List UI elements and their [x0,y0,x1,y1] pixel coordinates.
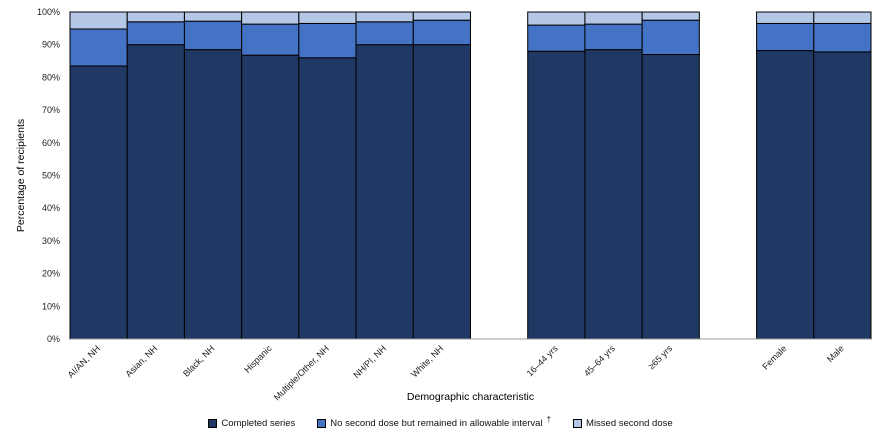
bar-segment-10-series-1 [584,49,643,340]
y-tick-labels: 0% 10% 20% 30% 40% 50% 60% 70% 80% 90% 100% [37,7,60,344]
legend-swatch-no-second-dose [317,419,327,428]
legend-swatch-completed [208,419,218,428]
legend-label-completed: Completed series [221,418,296,429]
x-tick-label: AI/AN, NH [66,343,102,379]
bars-group [69,11,872,340]
y-tick-label: 60% [42,138,60,148]
legend-label-no-second-dose: No second dose but remained in allowable… [330,418,543,429]
bar-segment-2-series-3 [126,11,185,23]
x-tick-label: Hispanic [242,343,274,375]
x-tick-label: ≥65 yrs [646,343,674,371]
y-tick-label: 50% [42,171,60,181]
y-tick-label: 40% [42,203,60,213]
y-tick-label: 10% [42,301,60,311]
bar-segment-3-series-2 [183,20,243,51]
bar-segment-5-series-1 [298,57,357,340]
bar-segment-4-series-2 [241,23,300,56]
x-tick-label: Male [825,343,846,364]
bar-segment-1-series-2 [69,28,128,67]
bar-segment-1-series-3 [69,11,128,30]
bar-segment-11-series-2 [641,19,700,56]
y-axis-title: Percentage of recipients [15,119,27,232]
bar-segment-7-series-3 [412,11,472,21]
bar-segment-6-series-1 [355,44,414,340]
legend-item-missed: Missed second dose [573,418,673,429]
legend-dagger-footnote: † [546,415,552,424]
y-tick-label: 70% [42,105,60,115]
y-tick-label: 100% [37,7,60,17]
legend-item-no-second-dose: No second dose but remained in allowable… [317,415,552,429]
y-tick-label: 20% [42,269,60,279]
y-tick-label: 80% [42,72,60,82]
bar-segment-2-series-1 [126,44,185,340]
y-tick-label: 90% [42,40,60,50]
bar-segment-6-series-2 [355,21,414,46]
legend-label-missed: Missed second dose [586,418,673,429]
legend-item-completed: Completed series [208,418,295,429]
legend-swatch-missed [573,419,583,428]
bar-segment-1-series-1 [69,65,128,340]
bar-segment-6-series-3 [355,11,414,23]
bar-segment-4-series-1 [241,54,300,340]
bar-segment-7-series-2 [412,19,472,46]
bar-segment-14-series-2 [813,22,872,53]
bar-segment-13-series-3 [756,11,815,24]
bar-segment-5-series-3 [298,11,357,24]
bar-segment-14-series-1 [813,51,872,340]
bar-segment-10-series-2 [584,23,643,51]
x-tick-label: Female [760,343,788,371]
x-tick-label: Asian, NH [124,343,160,379]
x-tick-label: NH/PI, NH [351,343,388,380]
y-tick-label: 30% [42,236,60,246]
bar-segment-11-series-1 [641,54,700,340]
x-axis-title: Demographic characteristic [407,391,534,403]
bar-segment-10-series-3 [584,11,643,25]
x-tick-label: White, NH [409,343,445,379]
bar-segment-3-series-3 [183,11,243,22]
x-tick-label: 16–44 yrs [525,343,560,378]
bar-segment-9-series-2 [527,24,586,52]
bar-segment-7-series-1 [412,44,472,340]
x-tick-label: Black, NH [181,343,216,378]
bar-segment-11-series-3 [641,11,700,21]
bar-segment-2-series-2 [126,21,185,46]
bar-segment-13-series-2 [756,22,815,52]
legend: Completed series No second dose but rema… [0,415,881,429]
bar-segment-5-series-2 [298,22,357,59]
bar-segment-4-series-3 [241,11,300,25]
bar-segment-3-series-1 [183,49,243,340]
x-tick-label: 45–64 yrs [582,343,617,378]
bar-segment-9-series-3 [527,11,586,26]
y-tick-label: 0% [47,334,60,344]
x-tick-label: Multiple/Other, NH [272,343,331,402]
bar-segment-14-series-3 [813,11,872,24]
bar-segment-9-series-1 [527,50,586,340]
bar-segment-13-series-1 [756,50,815,340]
